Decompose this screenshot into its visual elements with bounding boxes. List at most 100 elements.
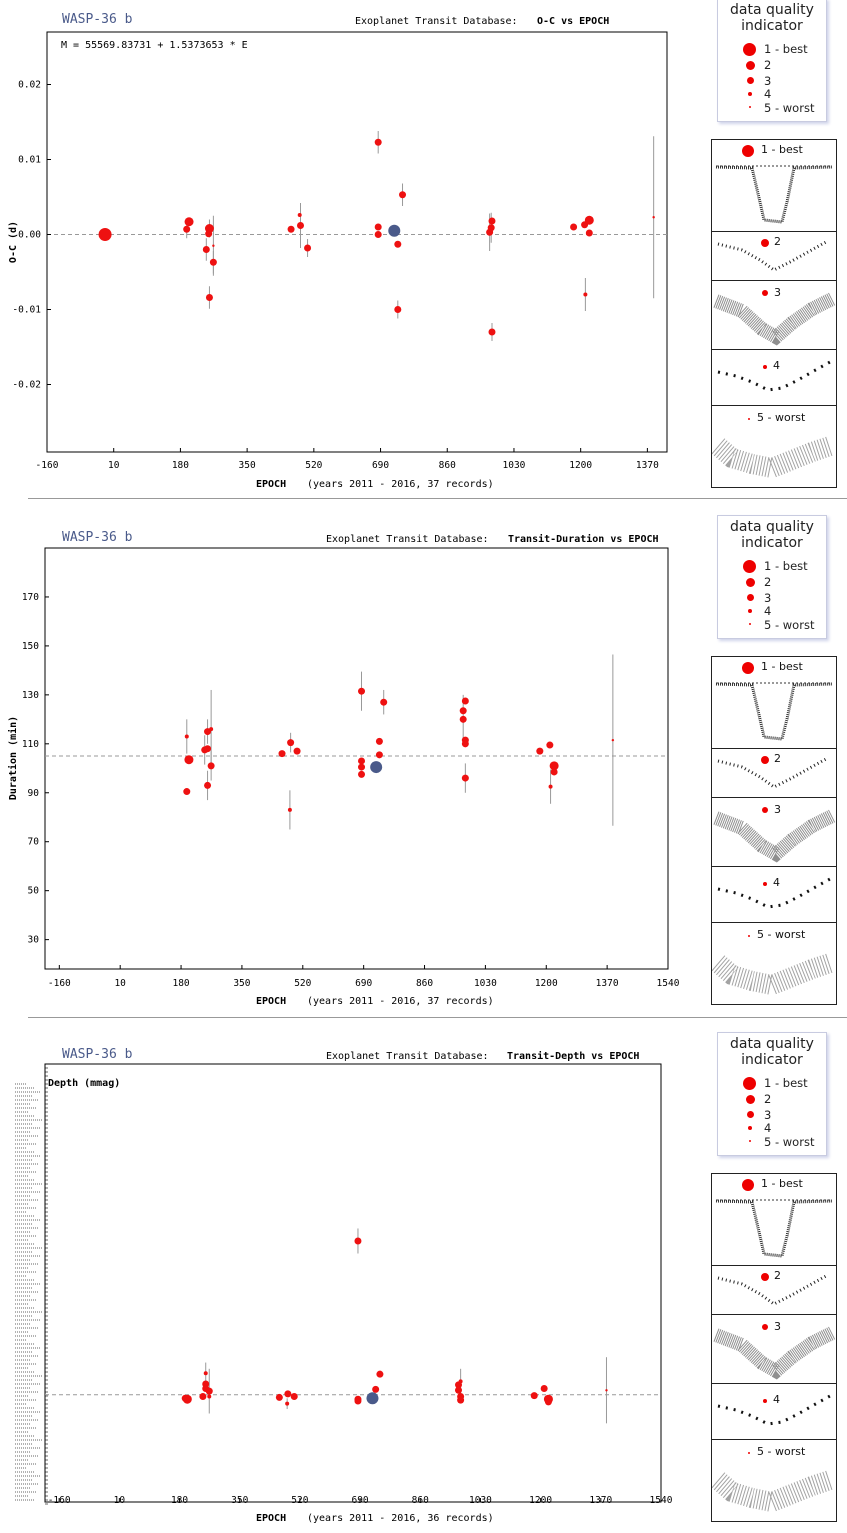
y-tick-label: -0.01 bbox=[12, 305, 41, 316]
data-point bbox=[584, 215, 594, 225]
data-point bbox=[550, 768, 558, 776]
thumb-dot-4 bbox=[763, 882, 767, 886]
plot-area bbox=[44, 1063, 662, 1503]
x-axis-note: (years 2011 - 2016, 37 records) bbox=[307, 996, 494, 1007]
data-point bbox=[366, 1392, 379, 1405]
x-tick-label: 690 bbox=[372, 460, 389, 471]
lightcurve-worst-icon bbox=[712, 953, 834, 996]
x-tick-label: 1370 bbox=[589, 1495, 612, 1506]
data-point bbox=[209, 258, 217, 266]
thumb-dot-2 bbox=[761, 756, 769, 764]
thumb-dot-5 bbox=[748, 935, 750, 937]
chart-source: Exoplanet Transit Database: bbox=[355, 16, 518, 27]
depth-panel: WASP-36 b Exoplanet Transit Database: Tr… bbox=[0, 1017, 847, 1533]
data-point bbox=[304, 244, 312, 252]
plot-area bbox=[44, 547, 669, 970]
data-point bbox=[358, 687, 366, 695]
data-point bbox=[212, 244, 215, 247]
quality-legend: data quality indicator 1 - best 2 3 4 5 … bbox=[717, 1032, 827, 1156]
x-tick-label: -160 bbox=[48, 978, 71, 989]
data-point bbox=[297, 213, 302, 217]
data-point bbox=[459, 715, 467, 723]
legend-dot-5 bbox=[749, 1140, 751, 1142]
thumb-label-2: 2 bbox=[773, 235, 782, 248]
data-point bbox=[204, 745, 212, 753]
lightcurve-best-icon bbox=[715, 682, 833, 741]
chart-source: Exoplanet Transit Database: bbox=[326, 534, 489, 545]
oc-chart: WASP-36 b Exoplanet Transit Database: O-… bbox=[8, 12, 668, 490]
thumbnail-worst: 5 - worst bbox=[712, 406, 836, 487]
data-point bbox=[380, 698, 388, 706]
data-point bbox=[285, 1401, 290, 1406]
x-tick-label: 520 bbox=[291, 1495, 308, 1506]
thumbnail-best: 1 - best bbox=[712, 140, 836, 232]
lightcurve-3-icon bbox=[713, 809, 836, 863]
y-tick-label: 70 bbox=[28, 837, 40, 848]
legend-title-1: data quality bbox=[730, 2, 814, 18]
lightcurve-worst-icon bbox=[712, 436, 834, 479]
data-point bbox=[184, 734, 189, 739]
data-point bbox=[205, 1387, 213, 1395]
data-point bbox=[487, 224, 495, 232]
thumbnail-2: 2 bbox=[712, 232, 836, 281]
duration-panel: WASP-36 b Exoplanet Transit Database: Tr… bbox=[0, 500, 847, 1015]
thumb-label-4: 4 bbox=[772, 876, 781, 889]
legend-item-5: 5 - worst bbox=[764, 618, 815, 632]
x-tick-label: 1540 bbox=[650, 1495, 673, 1506]
thumbnail-4: 4 bbox=[712, 867, 836, 923]
thumbnail-4: 4 bbox=[712, 1384, 836, 1440]
data-point bbox=[388, 224, 401, 237]
data-point bbox=[375, 737, 383, 745]
data-point bbox=[184, 755, 194, 765]
lightcurve-best-icon bbox=[715, 1199, 833, 1258]
legend-item-1: 1 - best bbox=[764, 1076, 808, 1090]
legend-item-1: 1 - best bbox=[764, 559, 808, 573]
legend-item-4: 4 bbox=[764, 1121, 772, 1135]
x-tick-label: 1370 bbox=[636, 460, 659, 471]
thumb-dot-3 bbox=[762, 807, 768, 813]
x-tick-label: 690 bbox=[351, 1495, 368, 1506]
data-point bbox=[394, 240, 402, 248]
data-point bbox=[374, 138, 382, 146]
legend-item-5: 5 - worst bbox=[764, 101, 815, 115]
legend-item-4: 4 bbox=[764, 87, 772, 101]
data-point bbox=[275, 1393, 283, 1401]
chart-planet-name: WASP-36 b bbox=[62, 1047, 133, 1062]
data-point bbox=[461, 697, 469, 705]
legend-title-2: indicator bbox=[741, 535, 803, 551]
legend-item-2: 2 bbox=[764, 575, 772, 589]
thumb-dot-1 bbox=[742, 1179, 754, 1191]
legend-dot-2 bbox=[746, 1095, 755, 1104]
x-tick-label: 1200 bbox=[535, 978, 558, 989]
data-point bbox=[458, 1379, 463, 1384]
data-point bbox=[199, 1393, 207, 1401]
data-point bbox=[454, 1386, 462, 1394]
lightcurve-3-icon bbox=[713, 292, 836, 346]
y-tick-label: 0.02 bbox=[18, 80, 41, 91]
ephemeris-text: M = 55569.83731 + 1.5373653 * E bbox=[61, 40, 248, 51]
thumb-dot-1 bbox=[742, 662, 754, 674]
quality-legend: data quality indicator 1 - best 2 3 4 5 … bbox=[717, 0, 827, 122]
legend-item-3: 3 bbox=[764, 1108, 772, 1122]
data-point bbox=[287, 807, 292, 812]
legend-dot-1 bbox=[743, 1077, 756, 1090]
data-point bbox=[488, 217, 496, 225]
chart-planet-name: WASP-36 b bbox=[62, 12, 133, 27]
thumb-label-2: 2 bbox=[773, 1269, 782, 1282]
lightcurve-2-icon bbox=[717, 1274, 827, 1306]
x-tick-label: 1030 bbox=[503, 460, 526, 471]
thumb-dot-3 bbox=[762, 1324, 768, 1330]
legend-dot-3 bbox=[747, 77, 754, 84]
data-point bbox=[183, 788, 191, 796]
thumb-dot-3 bbox=[762, 290, 768, 296]
lightcurve-2-icon bbox=[717, 240, 827, 272]
quality-legend: data quality indicator 1 - best 2 3 4 5 … bbox=[717, 515, 827, 639]
y-tick-label: 110 bbox=[22, 739, 39, 750]
data-point bbox=[374, 223, 382, 231]
data-point bbox=[394, 306, 402, 313]
thumb-label-1: 1 - best bbox=[760, 660, 804, 673]
duration-chart: WASP-36 b Exoplanet Transit Database: Tr… bbox=[7, 530, 680, 1007]
data-point bbox=[202, 246, 210, 253]
thumbnail-3: 3 bbox=[712, 281, 836, 350]
x-tick-label: 1540 bbox=[657, 978, 680, 989]
